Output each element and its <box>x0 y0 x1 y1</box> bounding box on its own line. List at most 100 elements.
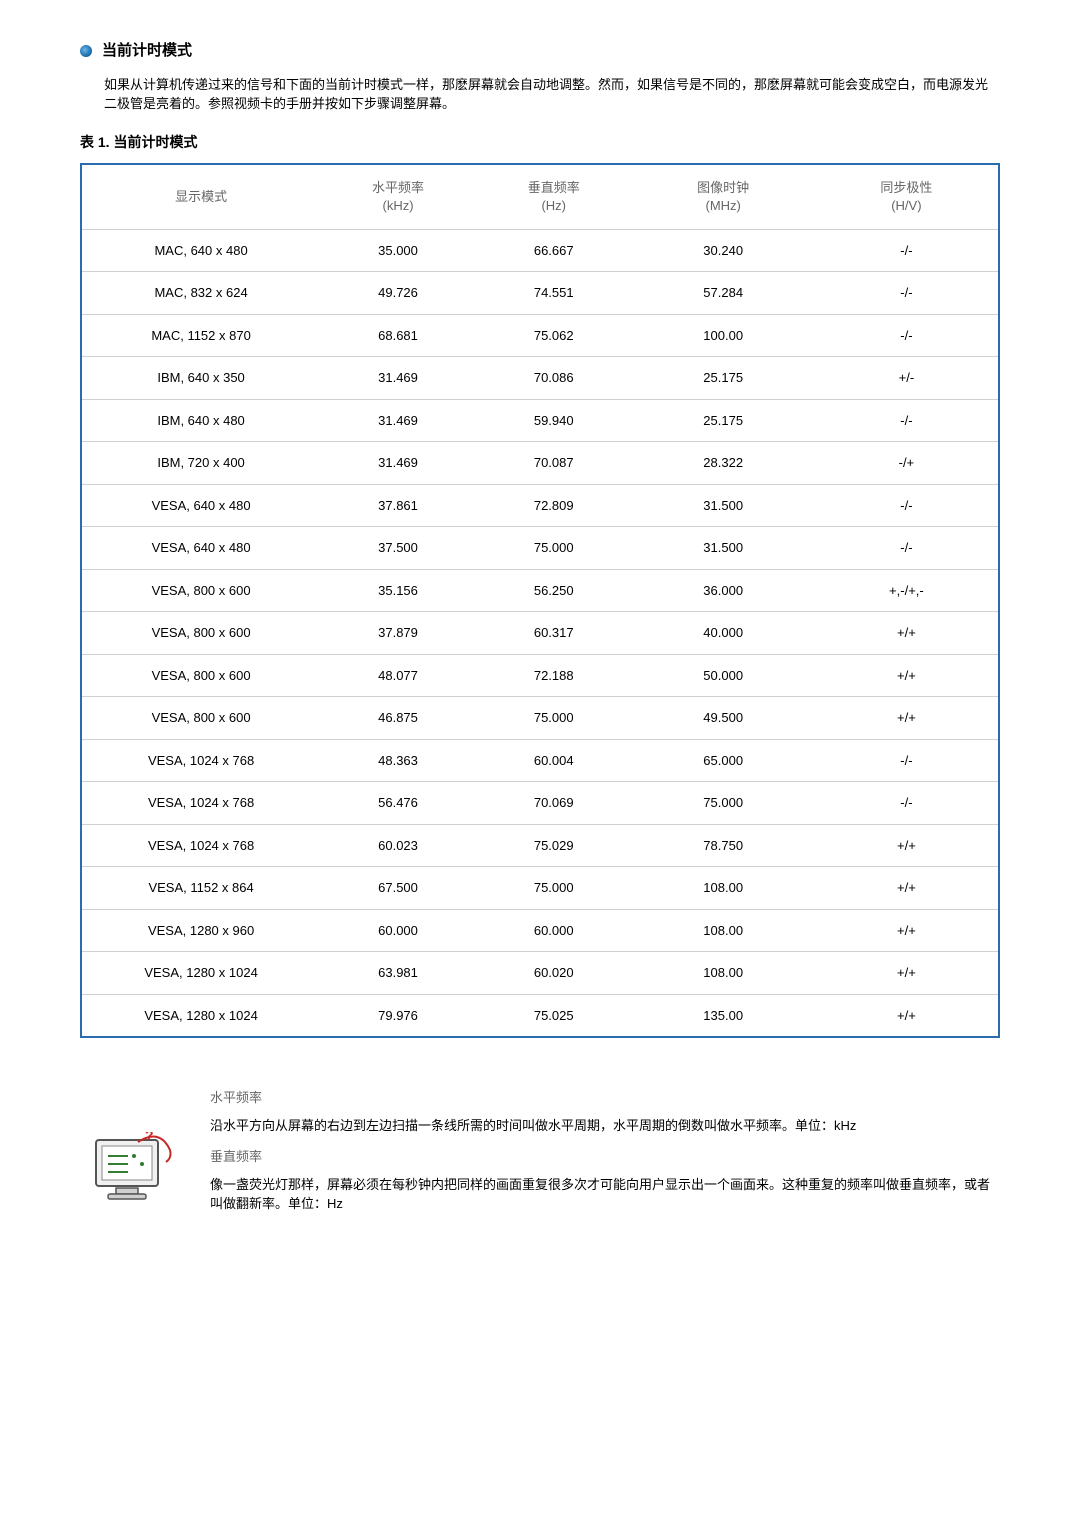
cell-mode: MAC, 640 x 480 <box>82 230 320 273</box>
cell-p: 25.175 <box>632 400 815 443</box>
table-row: VESA, 1152 x 86467.50075.000108.00+/+ <box>82 867 998 910</box>
col-mode-label: 显示模式 <box>175 189 227 204</box>
col-hfreq-unit: (kHz) <box>382 198 413 213</box>
table-row: MAC, 1152 x 87068.68175.062100.00-/- <box>82 315 998 358</box>
cell-v: 75.000 <box>476 527 632 570</box>
cell-v: 74.551 <box>476 272 632 315</box>
hfreq-body: 沿水平方向从屏幕的右边到左边扫描一条线所需的时间叫做水平周期，水平周期的倒数叫做… <box>210 1116 1000 1136</box>
table-title: 表 1. 当前计时模式 <box>80 132 1000 153</box>
col-sync-label: 同步极性 <box>880 180 932 195</box>
cell-h: 60.023 <box>320 825 476 868</box>
cell-s: -/+ <box>815 442 998 485</box>
cell-v: 75.029 <box>476 825 632 868</box>
cell-mode: IBM, 640 x 350 <box>82 357 320 400</box>
cell-h: 35.000 <box>320 230 476 273</box>
cell-mode: VESA, 1152 x 864 <box>82 867 320 910</box>
cell-v: 60.004 <box>476 740 632 783</box>
cell-h: 37.861 <box>320 485 476 528</box>
cell-h: 35.156 <box>320 570 476 613</box>
cell-p: 28.322 <box>632 442 815 485</box>
cell-s: +/- <box>815 357 998 400</box>
cell-h: 79.976 <box>320 995 476 1037</box>
bullet-icon <box>80 45 92 57</box>
cell-h: 49.726 <box>320 272 476 315</box>
table-row: VESA, 1024 x 76856.47670.06975.000-/- <box>82 782 998 825</box>
table-row: MAC, 640 x 48035.00066.66730.240-/- <box>82 230 998 273</box>
table-row: VESA, 640 x 48037.86172.80931.500-/- <box>82 485 998 528</box>
cell-p: 31.500 <box>632 485 815 528</box>
cell-h: 31.469 <box>320 400 476 443</box>
cell-s: +/+ <box>815 995 998 1037</box>
table-row: VESA, 1024 x 76848.36360.00465.000-/- <box>82 740 998 783</box>
table-row: VESA, 1280 x 102463.98160.020108.00+/+ <box>82 952 998 995</box>
cell-mode: VESA, 800 x 600 <box>82 655 320 698</box>
col-mode: 显示模式 <box>82 165 320 230</box>
cell-h: 37.879 <box>320 612 476 655</box>
cell-v: 72.188 <box>476 655 632 698</box>
section-title: 当前计时模式 <box>102 40 192 63</box>
cell-v: 75.000 <box>476 867 632 910</box>
cell-s: +/+ <box>815 867 998 910</box>
cell-v: 75.062 <box>476 315 632 358</box>
cell-h: 68.681 <box>320 315 476 358</box>
cell-s: +/+ <box>815 697 998 740</box>
cell-v: 60.020 <box>476 952 632 995</box>
cell-v: 70.087 <box>476 442 632 485</box>
footer-text-block: 水平频率 沿水平方向从屏幕的右边到左边扫描一条线所需的时间叫做水平周期，水平周期… <box>210 1088 1000 1226</box>
col-pclock-unit: (MHz) <box>705 198 740 213</box>
table-row: VESA, 640 x 48037.50075.00031.500-/- <box>82 527 998 570</box>
cell-mode: MAC, 832 x 624 <box>82 272 320 315</box>
table-body: MAC, 640 x 48035.00066.66730.240-/-MAC, … <box>82 230 998 1037</box>
table-row: VESA, 800 x 60035.15656.25036.000+,-/+,- <box>82 570 998 613</box>
cell-v: 75.000 <box>476 697 632 740</box>
cell-s: -/- <box>815 272 998 315</box>
footer-section: ? 水平频率 沿水平方向从屏幕的右边到左边扫描一条线所需的时间叫做水平周期，水平… <box>80 1088 1000 1226</box>
cell-mode: VESA, 1280 x 1024 <box>82 995 320 1037</box>
cell-s: -/- <box>815 782 998 825</box>
cell-h: 48.077 <box>320 655 476 698</box>
cell-mode: VESA, 1024 x 768 <box>82 782 320 825</box>
cell-mode: VESA, 800 x 600 <box>82 697 320 740</box>
cell-v: 72.809 <box>476 485 632 528</box>
col-sync: 同步极性 (H/V) <box>815 165 998 230</box>
table-row: MAC, 832 x 62449.72674.55157.284-/- <box>82 272 998 315</box>
table-row: VESA, 800 x 60037.87960.31740.000+/+ <box>82 612 998 655</box>
cell-s: +/+ <box>815 825 998 868</box>
cell-h: 37.500 <box>320 527 476 570</box>
cell-v: 66.667 <box>476 230 632 273</box>
vfreq-body: 像一盏荧光灯那样，屏幕必须在每秒钟内把同样的画面重复很多次才可能向用户显示出一个… <box>210 1175 1000 1214</box>
cell-h: 67.500 <box>320 867 476 910</box>
cell-p: 135.00 <box>632 995 815 1037</box>
vfreq-heading: 垂直频率 <box>210 1147 1000 1167</box>
cell-p: 57.284 <box>632 272 815 315</box>
table-row: IBM, 640 x 35031.46970.08625.175+/- <box>82 357 998 400</box>
cell-p: 108.00 <box>632 952 815 995</box>
cell-s: -/- <box>815 740 998 783</box>
cell-s: +/+ <box>815 612 998 655</box>
cell-p: 108.00 <box>632 910 815 953</box>
cell-p: 40.000 <box>632 612 815 655</box>
cell-s: -/- <box>815 315 998 358</box>
cell-mode: VESA, 640 x 480 <box>82 485 320 528</box>
col-vfreq-label: 垂直频率 <box>528 180 580 195</box>
table-row: IBM, 720 x 40031.46970.08728.322-/+ <box>82 442 998 485</box>
cell-mode: VESA, 640 x 480 <box>82 527 320 570</box>
cell-h: 60.000 <box>320 910 476 953</box>
cell-s: -/- <box>815 485 998 528</box>
cell-p: 31.500 <box>632 527 815 570</box>
cell-h: 31.469 <box>320 357 476 400</box>
cell-mode: VESA, 1280 x 1024 <box>82 952 320 995</box>
cell-p: 30.240 <box>632 230 815 273</box>
cell-s: +/+ <box>815 910 998 953</box>
cell-h: 46.875 <box>320 697 476 740</box>
cell-mode: VESA, 800 x 600 <box>82 570 320 613</box>
cell-s: +,-/+,- <box>815 570 998 613</box>
cell-v: 60.000 <box>476 910 632 953</box>
col-pclock-label: 图像时钟 <box>697 180 749 195</box>
cell-p: 50.000 <box>632 655 815 698</box>
cell-mode: VESA, 1024 x 768 <box>82 825 320 868</box>
cell-h: 31.469 <box>320 442 476 485</box>
cell-p: 65.000 <box>632 740 815 783</box>
cell-p: 78.750 <box>632 825 815 868</box>
table-header-row: 显示模式 水平频率 (kHz) 垂直频率 (Hz) 图像时钟 (MHz) 同步极… <box>82 165 998 230</box>
